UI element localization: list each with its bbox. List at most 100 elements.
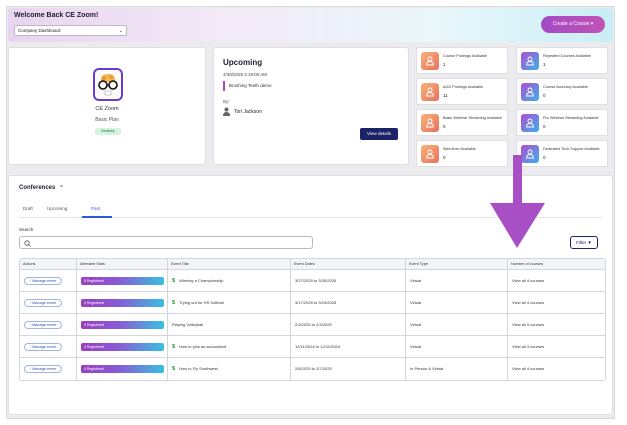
event-dates: 12/11/2024 to 12/11/2024 xyxy=(290,336,405,358)
actions-cell: ⁝ Manage event xyxy=(20,314,76,336)
manage-event-label: Manage event xyxy=(32,366,57,371)
manage-event-button[interactable]: ⁝ Manage event xyxy=(24,342,63,351)
stat-label: Basic Webinar Streaming Available xyxy=(443,116,502,120)
upcoming-card: Upcoming 4/30/2025 2:19:00 AM Brushing T… xyxy=(213,47,409,165)
event-dates: 3/17/2025 to 3/19/2025 xyxy=(290,292,405,314)
presenter: Tori Jackson xyxy=(223,107,262,117)
welcome-title: Welcome Back CE Zoom! xyxy=(14,12,99,19)
create-course-label: Create a Course xyxy=(552,21,590,27)
registered-bar[interactable]: 2 Registered xyxy=(81,299,164,307)
table-header: Actions Attendee Stats Event Title Event… xyxy=(20,259,605,270)
view-details-button[interactable]: View details xyxy=(360,128,398,140)
event-dates: 3/27/2025 to 3/30/2025 xyxy=(290,270,405,292)
upcoming-datetime: 4/30/2025 2:19:00 AM xyxy=(223,72,268,77)
dashboard-select[interactable]: Company Dashboard ⌄ xyxy=(14,25,127,36)
search-input[interactable] xyxy=(19,236,313,249)
view-courses-link[interactable]: View all 4 courses xyxy=(507,358,605,380)
attendee-cell: 0 Registered xyxy=(76,314,167,336)
actions-cell: ⁝ Manage event xyxy=(20,292,76,314)
stat-label: Web-from Available xyxy=(443,147,476,151)
stat-label: Dedicated Tech Support Available xyxy=(543,147,600,151)
view-courses-link[interactable]: View all 4 courses xyxy=(507,270,605,292)
stat-label: Repeated Courses Available xyxy=(543,54,591,58)
actions-cell: ⁝ Manage event xyxy=(20,358,76,380)
stat-card: Repeated Courses Available 1 xyxy=(516,47,608,74)
tab-draft[interactable]: Draft xyxy=(23,206,33,211)
person-avatar-icon xyxy=(223,107,230,116)
column-header: Event Title xyxy=(167,259,290,270)
dashboard-select-value: Company Dashboard xyxy=(18,28,61,33)
plan-label: Basic Plan xyxy=(95,117,119,123)
stat-value: 0 xyxy=(443,124,446,129)
conferences-table: Actions Attendee Stats Event Title Event… xyxy=(19,258,606,381)
stat-value: 0 xyxy=(543,155,546,160)
manage-event-button[interactable]: ⁝ Manage event xyxy=(24,276,63,285)
event-title: Winning a Championship xyxy=(179,278,224,283)
event-type: Virtual xyxy=(405,270,507,292)
title-cell: $ Trying out for HS Softball xyxy=(167,292,290,314)
event-title: How to pick an accountant xyxy=(179,344,226,349)
attendee-cell: 2 Registered xyxy=(76,292,167,314)
upcoming-event-name: Brushing Teeth demo xyxy=(223,81,271,91)
registered-bar[interactable]: 0 Registered xyxy=(81,321,164,329)
search-icon xyxy=(24,240,31,247)
title-cell: $ Winning a Championship xyxy=(167,270,290,292)
stat-card: Course Accuracy Available 0 xyxy=(516,78,608,105)
manage-event-label: Manage event xyxy=(32,322,57,327)
registered-bar[interactable]: 4 Registered xyxy=(81,365,164,373)
tab-past[interactable]: Past xyxy=(91,206,101,211)
stat-card: Basic Webinar Streaming Available 0 xyxy=(416,109,508,136)
event-type: Virtual xyxy=(405,336,507,358)
filter-button[interactable]: Filter ▼ xyxy=(570,236,598,249)
view-courses-link[interactable]: View all 4 courses xyxy=(507,292,605,314)
event-title: Trying out for HS Softball xyxy=(179,300,224,305)
stat-card: Web-from Available 0 xyxy=(416,140,508,167)
column-header: Event Dates xyxy=(290,259,405,270)
manage-icon: ⁝ xyxy=(30,344,33,349)
column-header: Event Type xyxy=(405,259,507,270)
dollar-icon: $ xyxy=(172,278,176,284)
stat-label: Course Accuracy Available xyxy=(543,85,588,89)
chevron-up-icon[interactable]: ⌃ xyxy=(59,185,64,191)
by-label: By: xyxy=(223,99,230,104)
user-icon xyxy=(421,52,439,70)
table-body: ⁝ Manage event 5 Registered $ Winning a Cha… xyxy=(20,270,605,380)
manage-event-button[interactable]: ⁝ Manage event xyxy=(24,298,63,307)
event-title: Playing Volleyball xyxy=(172,322,204,327)
manage-icon: ⁝ xyxy=(30,278,33,283)
table-row: ⁝ Manage event 5 Registered $ Winning a Cha… xyxy=(20,270,605,292)
stat-card: AGD Postings Available 11 xyxy=(416,78,508,105)
stat-label: AGD Postings Available xyxy=(443,85,484,89)
registered-bar[interactable]: 4 Registered xyxy=(81,343,164,351)
registered-bar[interactable]: 5 Registered xyxy=(81,277,164,285)
manage-event-button[interactable]: ⁝ Manage event xyxy=(24,364,63,373)
user-icon xyxy=(521,114,539,132)
table-row: ⁝ Manage event 2 Registered $ Trying out fo… xyxy=(20,292,605,314)
stat-card: Pro Webinar Streaming Available 0 xyxy=(516,109,608,136)
user-icon xyxy=(521,145,539,163)
conferences-card: Conferences ⌃ Draft Upcoming Past Search … xyxy=(8,175,613,415)
stat-value: 1 xyxy=(443,62,446,67)
create-course-button[interactable]: Create a Course ▾ xyxy=(541,16,605,33)
attendee-cell: 5 Registered xyxy=(76,270,167,292)
stat-card: Course Postings Available 1 xyxy=(416,47,508,74)
view-courses-link[interactable]: View all 3 courses xyxy=(507,336,605,358)
upcoming-title: Upcoming xyxy=(223,58,263,67)
presenter-name: Tori Jackson xyxy=(234,108,262,115)
chevron-down-icon: ⌄ xyxy=(118,28,123,34)
table-row: ⁝ Manage event 4 Registered $ How to pick a… xyxy=(20,336,605,358)
manage-event-label: Manage event xyxy=(32,278,57,283)
title-cell: $ How to Fly Southwest xyxy=(167,358,290,380)
event-type: Virtual xyxy=(405,292,507,314)
column-header: Actions xyxy=(23,262,36,266)
conference-tabs: Draft Upcoming Past xyxy=(19,202,602,218)
filter-icon: ▼ xyxy=(587,240,592,245)
actions-cell: ⁝ Manage event xyxy=(20,336,76,358)
stat-value: 0 xyxy=(543,124,546,129)
user-icon xyxy=(421,114,439,132)
view-courses-link[interactable]: View all 5 courses xyxy=(507,314,605,336)
tab-upcoming[interactable]: Upcoming xyxy=(47,206,68,211)
manage-event-button[interactable]: ⁝ Manage event xyxy=(24,320,63,329)
conferences-header[interactable]: Conferences ⌃ xyxy=(19,185,64,191)
stat-value: 11 xyxy=(443,93,448,98)
